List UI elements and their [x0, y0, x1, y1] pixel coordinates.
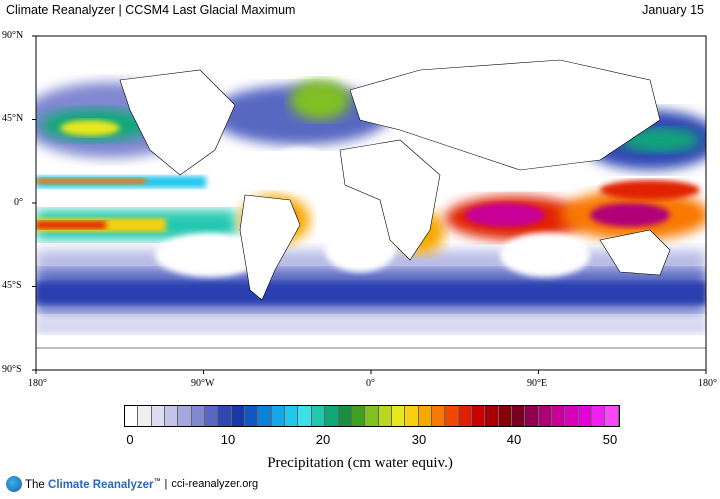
- lat-label-0: 0°: [14, 197, 23, 208]
- colorbar-tick-10: 10: [220, 432, 236, 447]
- colorbar-tick-30: 30: [411, 432, 427, 447]
- lat-label-45n: 45°N: [2, 113, 24, 124]
- precip-field: [36, 36, 706, 370]
- colorbar-swatch: [338, 406, 352, 426]
- lon-label-180e: 180°: [698, 378, 717, 389]
- colorbar-swatch: [138, 406, 152, 426]
- colorbar-swatch: [151, 406, 166, 426]
- colorbar-swatch: [391, 406, 406, 426]
- colorbar-swatch: [271, 406, 286, 426]
- colorbar-swatch: [592, 406, 606, 426]
- footer: The Climate Reanalyzer™ | cci-reanalyzer…: [6, 476, 258, 492]
- lon-label-90e: 90°E: [527, 378, 548, 389]
- colorbar-swatch: [178, 406, 192, 426]
- colorbar-swatch: [165, 406, 179, 426]
- colorbar-label: Precipitation (cm water equiv.): [267, 455, 453, 471]
- colorbar-swatch: [378, 406, 392, 426]
- colorbar-swatch: [405, 406, 419, 426]
- colorbar-swatch: [351, 406, 366, 426]
- colorbar-swatch: [458, 406, 472, 426]
- colorbar-swatch: [538, 406, 552, 426]
- colorbar-swatch: [471, 406, 486, 426]
- colorbar-tick-40: 40: [506, 432, 522, 447]
- lat-label-90s: 90°S: [2, 364, 22, 375]
- colorbar-swatch: [552, 406, 566, 426]
- colorbar-swatch: [258, 406, 272, 426]
- colorbar-swatch: [605, 406, 619, 426]
- colorbar-swatch: [325, 406, 339, 426]
- colorbar-swatch: [445, 406, 459, 426]
- lat-label-90n: 90°N: [2, 30, 24, 41]
- footer-separator: |: [164, 478, 168, 490]
- lon-label-180w: 180°: [28, 378, 47, 389]
- colorbar-swatch: [285, 406, 299, 426]
- header: Climate Reanalyzer | CCSM4 Last Glacial …: [0, 0, 720, 30]
- colorbar: [124, 405, 620, 427]
- colorbar-swatch: [205, 406, 219, 426]
- colorbar-swatch: [218, 406, 232, 426]
- colorbar-tick-20: 20: [315, 432, 331, 447]
- brand-prefix: The: [25, 478, 49, 491]
- colorbar-swatch: [525, 406, 539, 426]
- colorbar-swatch: [245, 406, 259, 426]
- brand-title: Climate Reanalyzer: [48, 478, 154, 491]
- colorbar-swatch: [511, 406, 526, 426]
- colorbar-swatch: [298, 406, 312, 426]
- colorbar-swatch: [311, 406, 326, 426]
- site-url[interactable]: cci-reanalyzer.org: [171, 478, 259, 490]
- colorbar-swatch: [365, 406, 379, 426]
- colorbar-swatch: [191, 406, 206, 426]
- colorbar-swatch: [231, 406, 246, 426]
- lon-label-90w: 90°W: [191, 378, 215, 389]
- colorbar-swatch: [418, 406, 432, 426]
- brand-name: The Climate Reanalyzer™: [25, 478, 160, 491]
- page-title: Climate Reanalyzer | CCSM4 Last Glacial …: [6, 3, 296, 17]
- colorbar-tick-50: 50: [602, 432, 618, 447]
- colorbar-swatch: [498, 406, 512, 426]
- colorbar-tick-0: 0: [126, 432, 134, 447]
- climate-reanalyzer-logo-icon: [6, 476, 22, 492]
- date-label: January 15: [642, 3, 704, 17]
- axis-ticks: [32, 35, 707, 374]
- lat-label-45s: 45°S: [2, 280, 22, 291]
- colorbar-swatch: [485, 406, 499, 426]
- lon-label-0: 0°: [366, 378, 375, 389]
- colorbar-swatch: [125, 406, 139, 426]
- trademark: ™: [153, 477, 161, 485]
- colorbar-swatch: [578, 406, 593, 426]
- colorbar-swatch: [431, 406, 446, 426]
- colorbar-swatch: [565, 406, 579, 426]
